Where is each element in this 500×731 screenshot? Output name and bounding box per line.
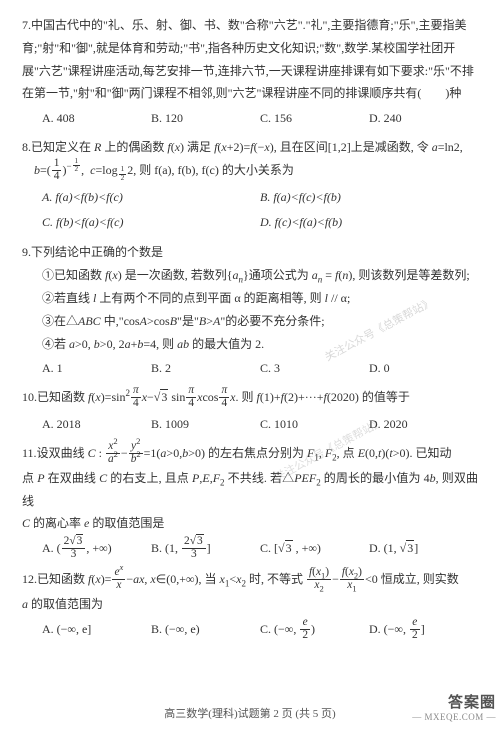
q11-opt-a: A. (2√33, +∞) — [42, 537, 151, 562]
q12-opt-d: D. (−∞, e2] — [369, 618, 478, 643]
q10-opt-c: C. 1010 — [260, 413, 369, 436]
q9-opt-a: A. 1 — [42, 357, 151, 380]
question-9: 9.下列结论中正确的个数是 ①已知函数 f(x) 是一次函数, 若数列{an}通… — [22, 241, 478, 380]
q10-opt-d: D. 2020 — [369, 413, 478, 436]
q11-l1: 11.设双曲线 C : x2a2−y2b2=1(a>0,b>0) 的左右焦点分别… — [22, 442, 478, 467]
q8-opt-c: C. f(b)<f(a)<f(c) — [42, 211, 260, 234]
q9-body: 9.下列结论中正确的个数是 — [22, 241, 478, 264]
question-7: 7.中国古代中的"礼、乐、射、御、书、数"合称"六艺"."礼",主要指德育;"乐… — [22, 14, 478, 130]
brand-title: 答案圈 — [412, 694, 496, 712]
q8-options: A. f(a)<f(b)<f(c) B. f(a)<f(c)<f(b) C. f… — [42, 186, 478, 236]
q11-opt-d: D. (1, √3] — [369, 537, 478, 562]
q9-s2: ②若直线 l 上有两个不同的点到平面 α 的距离相等, 则 l // α; — [42, 287, 478, 310]
q12-opt-b: B. (−∞, e) — [151, 618, 260, 643]
q12-options: A. (−∞, e] B. (−∞, e) C. (−∞, e2) D. (−∞… — [42, 618, 478, 643]
question-10: 10.已知函数 f(x)=sin2π4x−√3 sinπ4xcosπ4x. 则 … — [22, 386, 478, 436]
q12-l2: a 的取值范围为 — [22, 593, 478, 616]
q9-opt-c: C. 3 — [260, 357, 369, 380]
q11-l3: C 的离心率 e 的取值范围是 — [22, 512, 478, 535]
q10-opt-a: A. 2018 — [42, 413, 151, 436]
q8-opt-d: D. f(c)<f(a)<f(b) — [260, 211, 478, 234]
brand-url: — MXEQE.COM — — [412, 712, 496, 723]
q10-body: 10.已知函数 f(x)=sin2π4x−√3 sinπ4xcosπ4x. 则 … — [22, 386, 478, 411]
q12-l1: 12.已知函数 f(x)=exx−ax, x∈(0,+∞), 当 x1<x2 时… — [22, 568, 478, 593]
q9-opt-d: D. 0 — [369, 357, 478, 380]
q11-opt-c: C. [√3 , +∞) — [260, 537, 369, 562]
question-8: 8.已知定义在 R 上的偶函数 f(x) 满足 f(x+2)=f(−x), 且在… — [22, 136, 478, 235]
q9-opt-b: B. 2 — [151, 357, 260, 380]
question-11: 11.设双曲线 C : x2a2−y2b2=1(a>0,b>0) 的左右焦点分别… — [22, 442, 478, 562]
q10-opt-b: B. 1009 — [151, 413, 260, 436]
q8-opt-a: A. f(a)<f(b)<f(c) — [42, 186, 260, 209]
q7-body: 7.中国古代中的"礼、乐、射、御、书、数"合称"六艺"."礼",主要指德育;"乐… — [22, 18, 474, 100]
q11-l2: 点 P 在双曲线 C 的右支上, 且点 P,E,F2 不共线. 若△PEF2 的… — [22, 467, 478, 513]
question-12: 12.已知函数 f(x)=exx−ax, x∈(0,+∞), 当 x1<x2 时… — [22, 568, 478, 643]
q8-line2: b=(14)−12, c=log122, 则 f(a), f(b), f(c) … — [34, 159, 478, 184]
q12-opt-a: A. (−∞, e] — [42, 618, 151, 643]
q9-s4: ④若 a>0, b>0, 2a+b=4, 则 ab 的最大值为 2. — [42, 333, 478, 356]
q9-s3: ③在△ABC 中,"cosA>cosB"是"B>A"的必要不充分条件; — [42, 310, 478, 333]
q12-opt-c: C. (−∞, e2) — [260, 618, 369, 643]
q8-line1: 8.已知定义在 R 上的偶函数 f(x) 满足 f(x+2)=f(−x), 且在… — [22, 136, 478, 159]
site-brand: 答案圈 — MXEQE.COM — — [412, 694, 496, 723]
q7-opt-a: A. 408 — [42, 107, 151, 130]
q7-opt-c: C. 156 — [260, 107, 369, 130]
q8-opt-b: B. f(a)<f(c)<f(b) — [260, 186, 478, 209]
q9-options: A. 1 B. 2 C. 3 D. 0 — [42, 357, 478, 380]
q7-opt-b: B. 120 — [151, 107, 260, 130]
q7-opt-d: D. 240 — [369, 107, 478, 130]
q7-options: A. 408 B. 120 C. 156 D. 240 — [42, 107, 478, 130]
q10-options: A. 2018 B. 1009 C. 1010 D. 2020 — [42, 413, 478, 436]
q11-opt-b: B. (1, 2√33] — [151, 537, 260, 562]
q9-s1: ①已知函数 f(x) 是一次函数, 若数列{an}通项公式为 an = f(n)… — [42, 264, 478, 287]
q11-options: A. (2√33, +∞) B. (1, 2√33] C. [√3 , +∞) … — [42, 537, 478, 562]
